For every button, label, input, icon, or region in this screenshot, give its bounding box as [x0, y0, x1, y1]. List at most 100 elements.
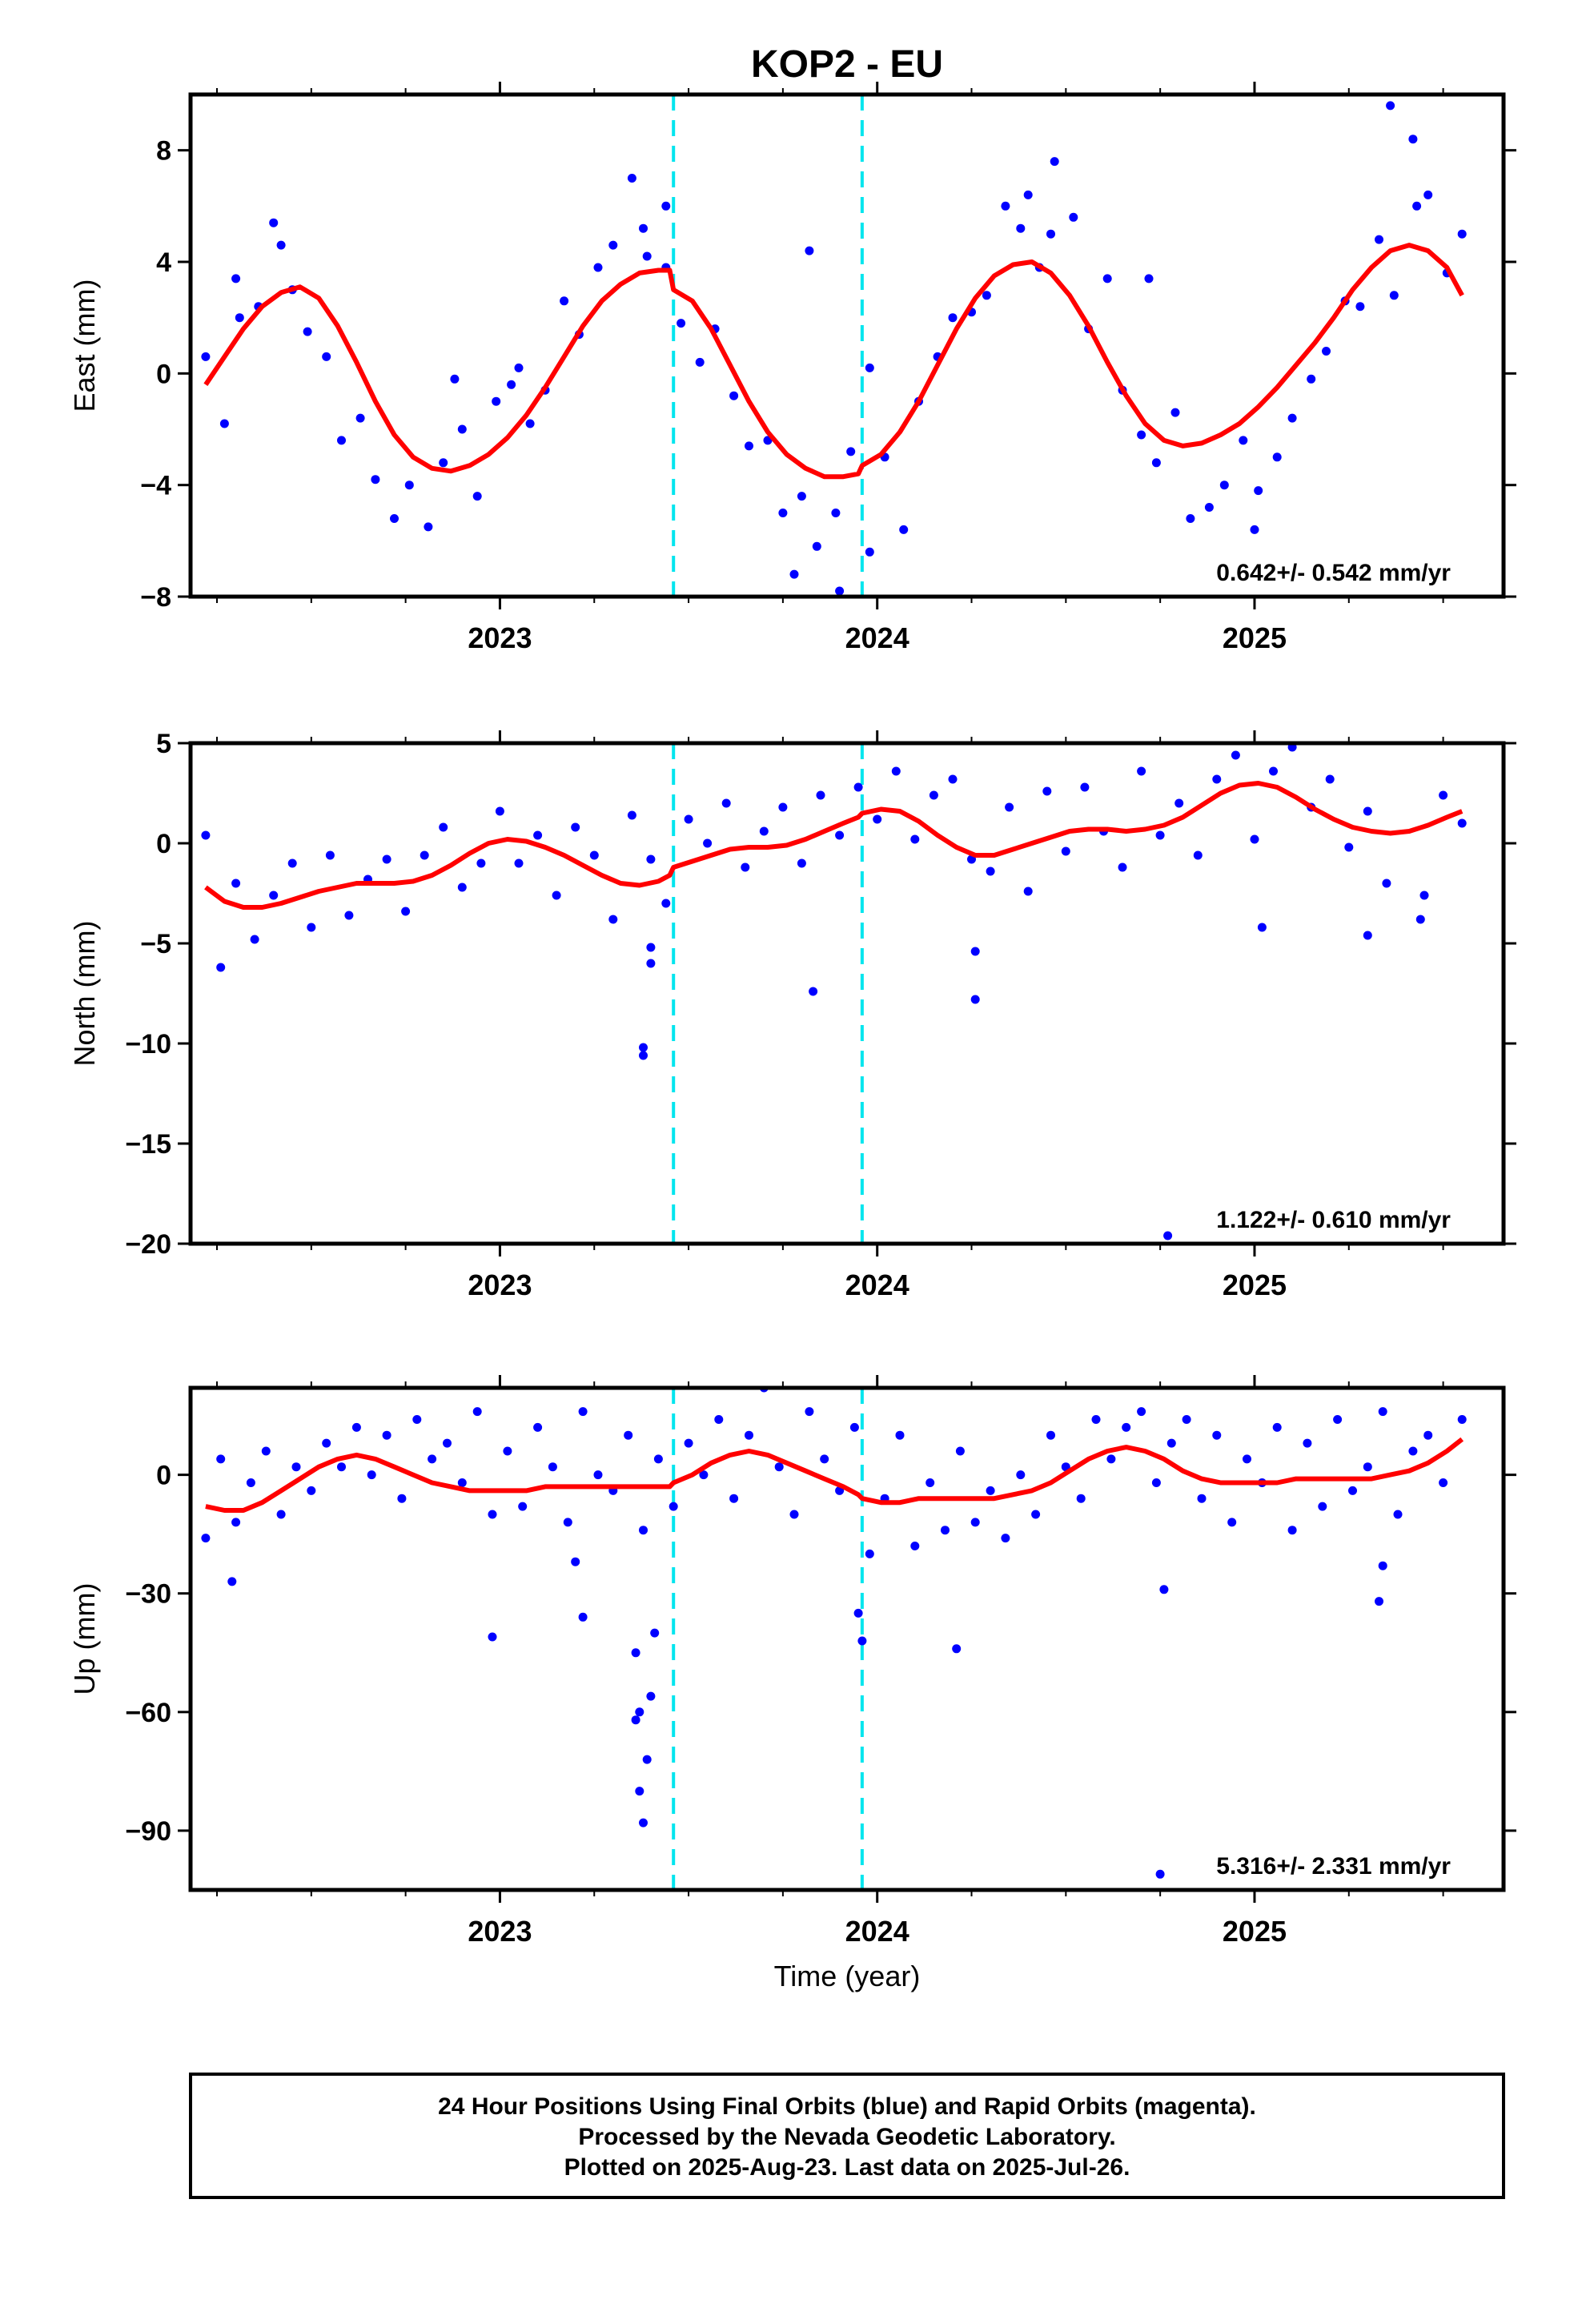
data-point: [1001, 1534, 1010, 1543]
data-point: [1137, 1407, 1146, 1417]
data-point: [269, 891, 279, 900]
data-point: [926, 1478, 935, 1487]
data-point: [857, 1636, 867, 1646]
data-point: [578, 1612, 588, 1622]
data-point: [816, 790, 825, 800]
data-point: [457, 1478, 467, 1487]
model-curve: [205, 1437, 1464, 1513]
data-point: [789, 1510, 799, 1519]
data-point: [1186, 514, 1195, 523]
x-tick-label: 2025: [1223, 1915, 1287, 1948]
data-point: [646, 943, 656, 952]
data-point: [1159, 1585, 1169, 1594]
data-point: [1231, 750, 1240, 760]
data-point: [1457, 1415, 1467, 1424]
data-point: [624, 1430, 633, 1440]
data-point: [1155, 830, 1165, 840]
data-point: [1102, 274, 1112, 283]
data-point: [631, 1715, 640, 1725]
data-point: [571, 1557, 580, 1566]
plot-frame: [188, 741, 1506, 1246]
data-point: [216, 1454, 226, 1464]
data-point: [1325, 774, 1335, 784]
data-point: [589, 850, 599, 860]
data-point: [472, 492, 482, 501]
data-point: [1144, 274, 1154, 283]
data-point: [635, 1707, 644, 1717]
data-point: [986, 866, 995, 876]
data-point: [1023, 190, 1033, 199]
data-point: [457, 883, 467, 892]
data-point: [639, 1051, 648, 1060]
data-point: [982, 291, 991, 300]
data-point: [1151, 1478, 1161, 1487]
plot-area: [201, 1388, 1467, 1879]
x-tick-label: 2023: [468, 621, 532, 654]
data-point: [1212, 774, 1222, 784]
y-tick-label: −15: [125, 1129, 171, 1160]
data-point: [635, 1787, 644, 1796]
data-point: [797, 858, 806, 868]
data-point: [714, 1415, 724, 1424]
data-point: [831, 509, 841, 517]
data-point: [1091, 1415, 1101, 1424]
rate-annotation: 5.316+/- 2.331 mm/yr: [1216, 1853, 1451, 1880]
data-point: [235, 313, 244, 323]
data-point: [219, 419, 229, 428]
data-point: [846, 447, 856, 456]
data-point: [1363, 1462, 1372, 1472]
data-point: [382, 854, 391, 864]
y-tick-label: −30: [125, 1579, 171, 1610]
data-point: [246, 1478, 255, 1487]
data-point: [261, 1446, 271, 1456]
data-point: [812, 541, 821, 551]
data-point: [1239, 436, 1248, 445]
data-point: [948, 774, 958, 784]
y-tick-label: 4: [156, 247, 171, 278]
data-point: [488, 1632, 497, 1642]
data-point: [276, 1510, 286, 1519]
data-point: [646, 1691, 656, 1701]
data-point: [401, 907, 411, 916]
x-tick-label: 2024: [845, 621, 909, 654]
data-point: [231, 274, 241, 283]
data-point: [891, 766, 901, 776]
data-point: [1250, 525, 1259, 534]
data-point: [216, 963, 226, 972]
data-point: [1439, 1478, 1448, 1487]
data-point: [1408, 1446, 1418, 1456]
data-point: [563, 1518, 572, 1527]
data-point: [1254, 486, 1263, 496]
data-point: [1355, 302, 1365, 312]
data-point: [1393, 1510, 1403, 1519]
plot-area: [201, 743, 1467, 1240]
data-point: [1348, 1486, 1357, 1495]
data-point: [759, 826, 769, 836]
data-point: [1219, 480, 1229, 490]
data-point: [835, 586, 845, 596]
data-point: [1363, 806, 1372, 816]
data-point: [488, 1510, 497, 1519]
data-point: [729, 1494, 739, 1503]
data-point: [639, 1818, 648, 1827]
y-tick-label: −8: [140, 582, 171, 613]
data-point: [1303, 1438, 1312, 1448]
data-point: [1287, 1526, 1297, 1535]
data-point: [322, 1438, 331, 1448]
data-point: [948, 313, 958, 323]
data-point: [1439, 790, 1448, 800]
data-point: [910, 834, 920, 844]
data-point: [1031, 1510, 1041, 1519]
data-point: [1322, 347, 1331, 356]
data-point: [1318, 1502, 1327, 1511]
data-point: [351, 1422, 361, 1432]
data-point: [1250, 834, 1259, 844]
data-point: [533, 1422, 543, 1432]
data-point: [1333, 1415, 1343, 1424]
data-point: [1415, 915, 1425, 924]
data-point: [642, 1755, 652, 1764]
data-point: [457, 424, 467, 434]
data-point: [745, 441, 753, 451]
data-point: [1170, 408, 1180, 417]
